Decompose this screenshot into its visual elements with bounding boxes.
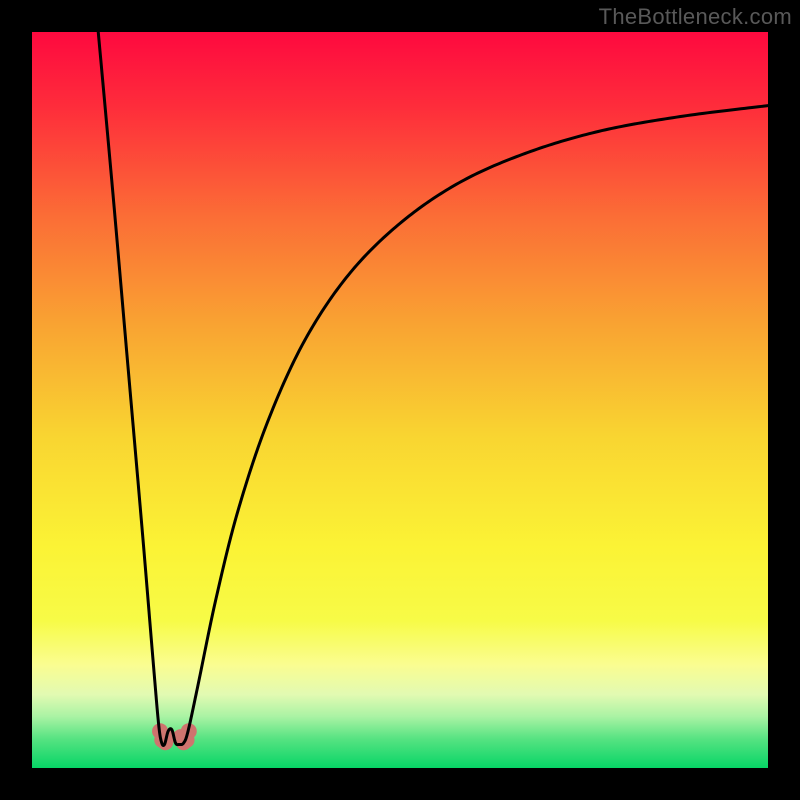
chart-frame: TheBottleneck.com xyxy=(0,0,800,800)
watermark-text: TheBottleneck.com xyxy=(599,4,792,30)
bottleneck-curve xyxy=(98,32,768,745)
curve-layer xyxy=(32,32,768,768)
plot-area xyxy=(32,32,768,768)
